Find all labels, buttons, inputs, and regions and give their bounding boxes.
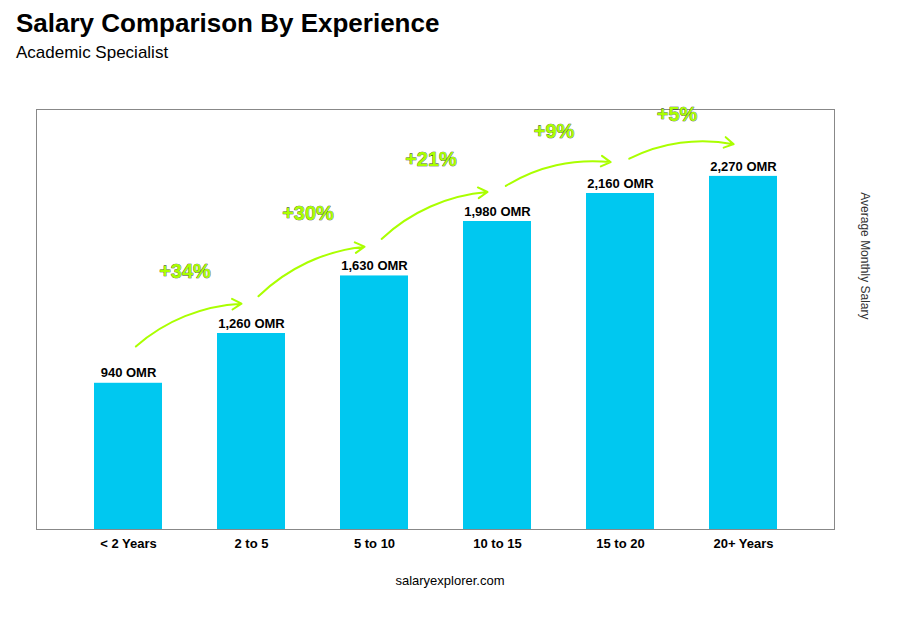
svg-text:940 OMR: 940 OMR	[101, 365, 157, 380]
svg-text:20+ Years: 20+ Years	[713, 536, 773, 551]
svg-text:15 to 20: 15 to 20	[596, 536, 644, 551]
svg-text:1,980 OMR: 1,980 OMR	[464, 204, 531, 219]
svg-text:+5%: +5%	[657, 103, 698, 125]
svg-text:+21%: +21%	[405, 148, 457, 170]
html-text:salaryexplorer.com: salaryexplorer.com	[395, 573, 505, 588]
svg-text:2,160 OMR: 2,160 OMR	[587, 176, 654, 191]
svg-text:< 2 Years: < 2 Years	[100, 536, 157, 551]
svg-text:10 to 15: 10 to 15	[473, 536, 521, 551]
svg-text:Average Monthly Salary: Average Monthly Salary	[858, 192, 872, 319]
svg-text:1,260 OMR: 1,260 OMR	[218, 316, 285, 331]
svg-text:2,270 OMR: 2,270 OMR	[710, 159, 777, 174]
svg-text:+9%: +9%	[534, 120, 575, 142]
svg-text:2 to 5: 2 to 5	[235, 536, 269, 551]
svg-text:+34%: +34%	[159, 260, 211, 282]
html-text:Academic Specialist: Academic Specialist	[16, 43, 169, 62]
html-text:Salary Comparison By Experienc: Salary Comparison By Experience	[16, 8, 440, 38]
svg-text:5 to 10: 5 to 10	[354, 536, 395, 551]
svg-text:1,630 OMR: 1,630 OMR	[341, 258, 408, 273]
svg-text:+30%: +30%	[282, 202, 334, 224]
